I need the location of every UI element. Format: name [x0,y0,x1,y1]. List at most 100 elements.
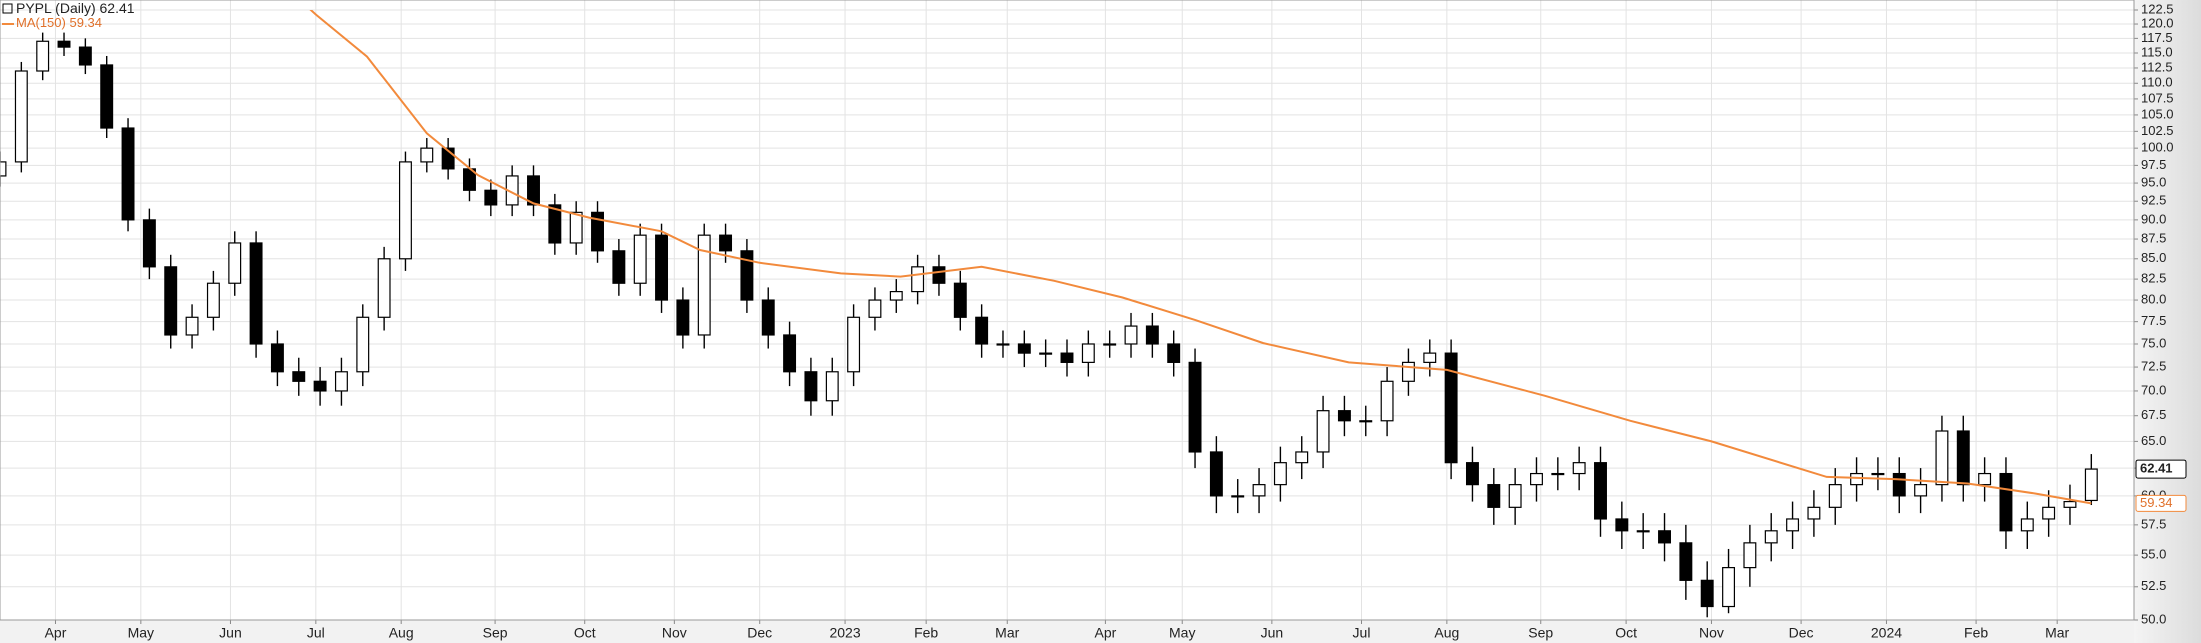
candle-body [1103,343,1117,346]
candle-body [761,299,775,336]
y-tick-label: 85.0 [2141,250,2166,265]
candle-body [633,234,647,284]
candle-body [975,316,989,345]
candle-body [377,258,391,318]
y-tick-label: 95.0 [2141,175,2166,190]
y-tick-label: 102.5 [2141,123,2174,138]
candle-body [292,371,306,382]
ma-last: 59.34 [69,15,102,30]
candle-body [1231,495,1245,498]
candle-body [1722,567,1736,608]
y-tick-label: 112.5 [2141,59,2173,74]
candle-body [1508,484,1522,508]
x-tick-label: Jul [1353,625,1371,641]
candle-body [1487,484,1501,508]
y-tick-label: 122.5 [2141,1,2174,16]
candle-body [1530,472,1543,486]
candle-body [953,282,967,318]
candle-body [1465,462,1479,486]
candle-body [1999,472,2013,532]
y-tick-label: 120.0 [2141,15,2174,30]
candle-body [1871,472,1885,476]
y-tick-label: 72.5 [2141,359,2166,374]
candle-body [1572,462,1586,475]
y-tick-label: 77.5 [2141,313,2166,328]
y-tick-label: 97.5 [2141,157,2166,172]
y-tick-label: 82.5 [2141,271,2166,286]
candle-body [2020,518,2034,532]
candle-body [334,371,348,392]
candle-body [100,64,114,129]
last-close: 62.41 [100,0,135,16]
candle-body [398,161,412,260]
candle-body [484,189,498,206]
candle-body [1850,472,1864,486]
y-tick-label: 55.0 [2141,547,2166,562]
y-tick-label: 50.0 [2141,611,2166,626]
candle-body [2042,506,2056,520]
candle-body [932,266,946,284]
candle-body [78,46,92,66]
price-badges: 59.34 62.41 [2135,459,2187,512]
candle-body [57,40,71,48]
date-axis-panel [0,620,2134,643]
x-tick-label: Aug [389,625,414,641]
candle-body [142,219,156,268]
candle-body [1423,352,1437,363]
y-tick-label: 107.5 [2141,90,2174,105]
candle-body [1060,352,1074,363]
candle-body [121,127,135,221]
candle-body [1081,343,1095,363]
x-tick-label: Sep [1528,625,1553,641]
legend-ma: MA(150) 59.34 [16,15,102,30]
ma-badge [2135,494,2187,512]
plot-area [0,10,2098,618]
x-tick-label: Sep [483,625,508,641]
candle-body [249,242,263,345]
candle-body [1401,361,1415,382]
candle-body [996,343,1010,346]
candle-body [0,161,7,177]
ticker: PYPL (Daily) [16,0,96,16]
candle-body [1380,380,1394,422]
candle-body [1252,484,1266,497]
candle-body [1679,542,1693,581]
candle-body [1658,530,1671,544]
legend-title: PYPL (Daily) 62.41 [16,0,135,16]
ma-name: MA(150) [16,15,66,30]
y-tick-label: 67.5 [2141,407,2166,422]
x-tick-label: Dec [1789,625,1814,641]
candle-body [185,316,199,336]
candle-body [612,250,626,284]
x-tick-label: Aug [1434,625,1459,641]
candle-body [783,334,797,373]
candle-body [889,290,903,301]
x-tick-label: May [1169,625,1195,641]
y-tick-label: 52.5 [2141,578,2166,593]
candle-body [206,282,220,318]
x-tick-label: Jun [219,625,242,641]
candle-body [825,371,839,402]
y-tick-label: 115.0 [2141,44,2173,59]
x-tick-label: Nov [1699,625,1724,641]
candle-body [1956,430,1970,486]
candle-body [313,380,327,392]
candle-body [1017,343,1031,354]
y-tick-label: 100.0 [2141,140,2174,155]
candle-body [36,40,50,72]
candle-body [1444,352,1458,464]
x-tick-label: Dec [747,625,772,641]
candle-body [1764,530,1778,544]
legend-icon [2,3,13,14]
candle-body [164,266,178,336]
candle-body [719,234,733,252]
candle-body [1786,518,1800,532]
candle-body [356,316,370,373]
x-tick-label: Nov [662,625,687,641]
candle-body [270,343,284,373]
candle-body [1167,343,1181,363]
y-tick-label: 75.0 [2141,335,2166,350]
x-tick-label: Oct [574,625,596,641]
y-tick-label: 65.0 [2141,433,2166,448]
